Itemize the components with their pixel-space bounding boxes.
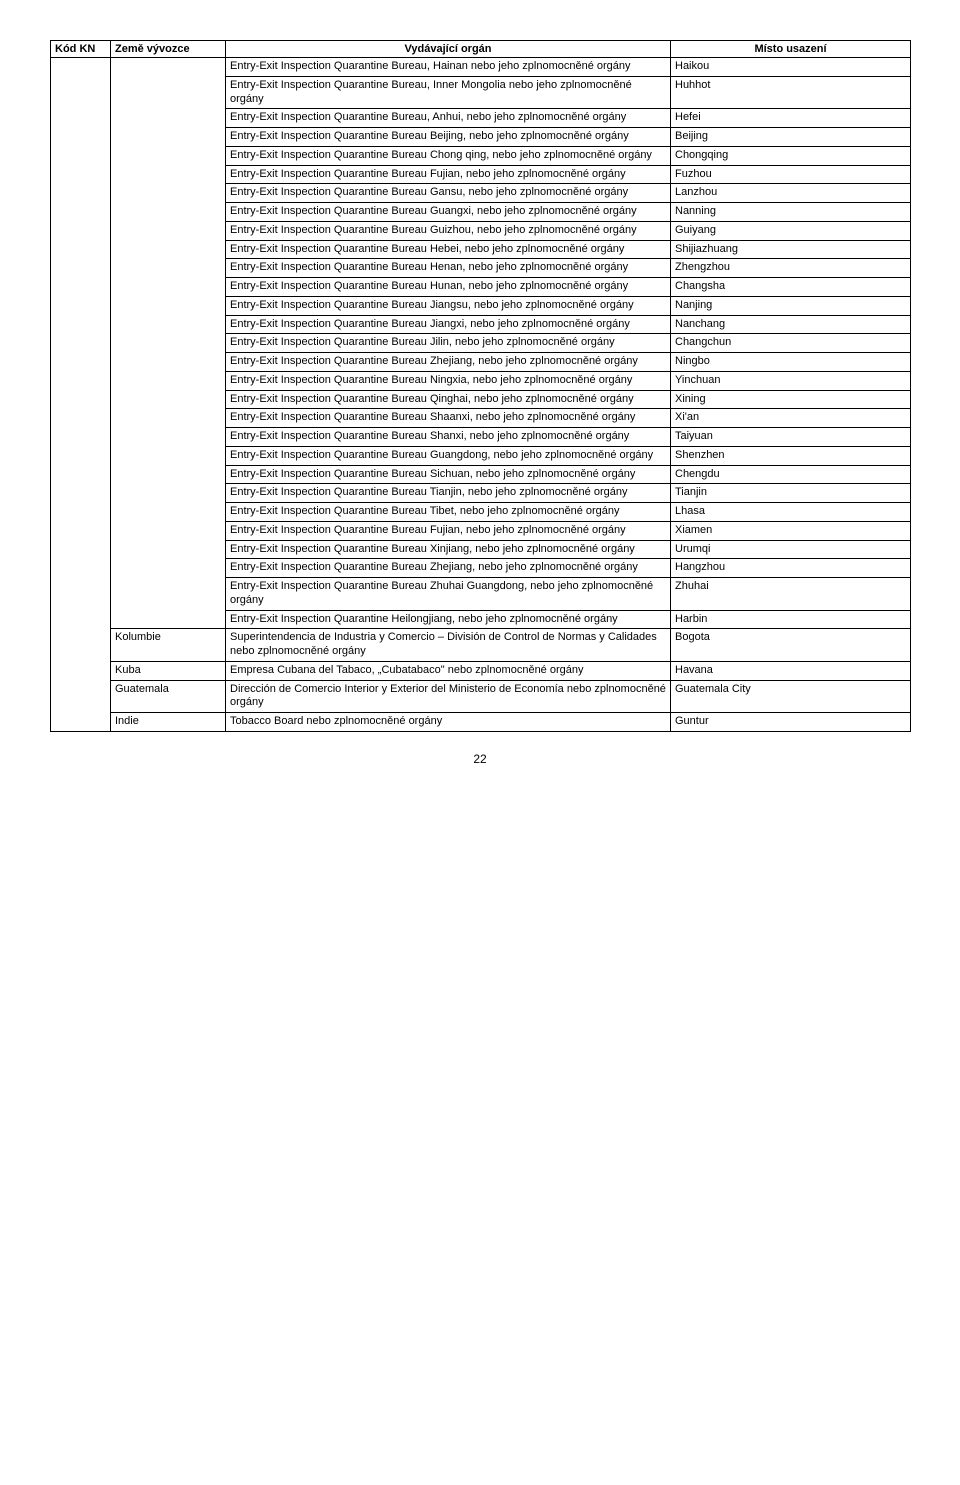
table-header: Kód KN Země vývozce Vydávající orgán Mís… bbox=[51, 41, 911, 58]
cell-organ: Entry-Exit Inspection Quarantine Bureau … bbox=[226, 203, 671, 222]
cell-zeme: Kuba bbox=[111, 661, 226, 680]
cell-organ: Entry-Exit Inspection Quarantine Bureau … bbox=[226, 409, 671, 428]
cell-misto: Haikou bbox=[671, 58, 911, 77]
cell-misto: Guiyang bbox=[671, 221, 911, 240]
cell-misto: Havana bbox=[671, 661, 911, 680]
cell-organ: Entry-Exit Inspection Quarantine Bureau … bbox=[226, 296, 671, 315]
header-organ: Vydávající orgán bbox=[226, 41, 671, 58]
cell-organ: Entry-Exit Inspection Quarantine Bureau … bbox=[226, 503, 671, 522]
cell-organ: Entry-Exit Inspection Quarantine Bureau … bbox=[226, 484, 671, 503]
cell-organ: Entry-Exit Inspection Quarantine Bureau … bbox=[226, 540, 671, 559]
header-misto: Místo usazení bbox=[671, 41, 911, 58]
cell-zeme bbox=[111, 58, 226, 629]
cell-zeme: Kolumbie bbox=[111, 629, 226, 662]
cell-organ: Entry-Exit Inspection Quarantine Bureau … bbox=[226, 184, 671, 203]
cell-misto: Huhhot bbox=[671, 76, 911, 109]
table-row: GuatemalaDirección de Comercio Interior … bbox=[51, 680, 911, 713]
cell-misto: Shijiazhuang bbox=[671, 240, 911, 259]
cell-organ: Empresa Cubana del Tabaco, „Cubatabaco" … bbox=[226, 661, 671, 680]
cell-organ: Entry-Exit Inspection Quarantine Bureau … bbox=[226, 390, 671, 409]
cell-misto: Hefei bbox=[671, 109, 911, 128]
header-zeme: Země vývozce bbox=[111, 41, 226, 58]
cell-misto: Xining bbox=[671, 390, 911, 409]
cell-misto: Yinchuan bbox=[671, 371, 911, 390]
cell-organ: Entry-Exit Inspection Quarantine Bureau … bbox=[226, 315, 671, 334]
page-number: 22 bbox=[50, 752, 910, 766]
cell-organ: Entry-Exit Inspection Quarantine Bureau … bbox=[226, 240, 671, 259]
table-row: Entry-Exit Inspection Quarantine Bureau,… bbox=[51, 58, 911, 77]
cell-misto: Chongqing bbox=[671, 146, 911, 165]
cell-misto: Fuzhou bbox=[671, 165, 911, 184]
cell-misto: Guntur bbox=[671, 713, 911, 732]
cell-organ: Entry-Exit Inspection Quarantine Bureau … bbox=[226, 278, 671, 297]
cell-kod bbox=[51, 58, 111, 732]
cell-organ: Entry-Exit Inspection Quarantine Bureau … bbox=[226, 446, 671, 465]
cell-misto: Bogota bbox=[671, 629, 911, 662]
cell-misto: Xi'an bbox=[671, 409, 911, 428]
cell-organ: Entry-Exit Inspection Quarantine Bureau … bbox=[226, 259, 671, 278]
cell-misto: Nanjing bbox=[671, 296, 911, 315]
cell-organ: Entry-Exit Inspection Quarantine Bureau … bbox=[226, 353, 671, 372]
cell-misto: Guatemala City bbox=[671, 680, 911, 713]
cell-organ: Entry-Exit Inspection Quarantine Bureau … bbox=[226, 428, 671, 447]
cell-zeme: Guatemala bbox=[111, 680, 226, 713]
header-kod: Kód KN bbox=[51, 41, 111, 58]
cell-misto: Chengdu bbox=[671, 465, 911, 484]
cell-organ: Entry-Exit Inspection Quarantine Bureau … bbox=[226, 334, 671, 353]
table-body: Entry-Exit Inspection Quarantine Bureau,… bbox=[51, 58, 911, 732]
cell-misto: Ningbo bbox=[671, 353, 911, 372]
cell-organ: Entry-Exit Inspection Quarantine Bureau … bbox=[226, 371, 671, 390]
table-row: IndieTobacco Board nebo zplnomocněné org… bbox=[51, 713, 911, 732]
cell-misto: Zhengzhou bbox=[671, 259, 911, 278]
cell-misto: Hangzhou bbox=[671, 559, 911, 578]
cell-organ: Entry-Exit Inspection Quarantine Bureau,… bbox=[226, 76, 671, 109]
cell-misto: Lhasa bbox=[671, 503, 911, 522]
table-row: KolumbieSuperintendencia de Industria y … bbox=[51, 629, 911, 662]
cell-organ: Entry-Exit Inspection Quarantine Bureau,… bbox=[226, 58, 671, 77]
cell-misto: Changsha bbox=[671, 278, 911, 297]
cell-misto: Xiamen bbox=[671, 521, 911, 540]
cell-misto: Changchun bbox=[671, 334, 911, 353]
cell-organ: Entry-Exit Inspection Quarantine Heilong… bbox=[226, 610, 671, 629]
cell-organ: Dirección de Comercio Interior y Exterio… bbox=[226, 680, 671, 713]
cell-misto: Harbin bbox=[671, 610, 911, 629]
cell-organ: Entry-Exit Inspection Quarantine Bureau … bbox=[226, 165, 671, 184]
cell-misto: Nanchang bbox=[671, 315, 911, 334]
table-row: KubaEmpresa Cubana del Tabaco, „Cubataba… bbox=[51, 661, 911, 680]
cell-misto: Zhuhai bbox=[671, 578, 911, 611]
cell-organ: Tobacco Board nebo zplnomocněné orgány bbox=[226, 713, 671, 732]
cell-organ: Entry-Exit Inspection Quarantine Bureau … bbox=[226, 128, 671, 147]
quarantine-table: Kód KN Země vývozce Vydávající orgán Mís… bbox=[50, 40, 911, 732]
cell-misto: Beijing bbox=[671, 128, 911, 147]
cell-misto: Tianjin bbox=[671, 484, 911, 503]
cell-organ: Entry-Exit Inspection Quarantine Bureau … bbox=[226, 521, 671, 540]
cell-misto: Urumqi bbox=[671, 540, 911, 559]
cell-misto: Taiyuan bbox=[671, 428, 911, 447]
cell-misto: Shenzhen bbox=[671, 446, 911, 465]
cell-organ: Entry-Exit Inspection Quarantine Bureau … bbox=[226, 221, 671, 240]
cell-organ: Entry-Exit Inspection Quarantine Bureau … bbox=[226, 146, 671, 165]
cell-organ: Superintendencia de Industria y Comercio… bbox=[226, 629, 671, 662]
cell-organ: Entry-Exit Inspection Quarantine Bureau … bbox=[226, 465, 671, 484]
cell-misto: Nanning bbox=[671, 203, 911, 222]
cell-organ: Entry-Exit Inspection Quarantine Bureau,… bbox=[226, 109, 671, 128]
cell-organ: Entry-Exit Inspection Quarantine Bureau … bbox=[226, 578, 671, 611]
cell-zeme: Indie bbox=[111, 713, 226, 732]
cell-misto: Lanzhou bbox=[671, 184, 911, 203]
cell-organ: Entry-Exit Inspection Quarantine Bureau … bbox=[226, 559, 671, 578]
